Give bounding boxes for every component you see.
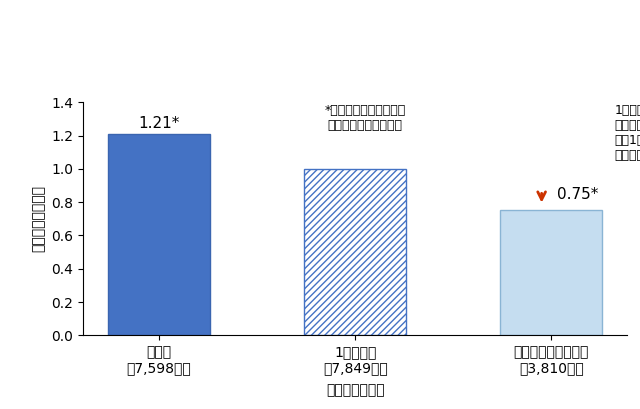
Text: 0.75*: 0.75* xyxy=(557,187,598,202)
Text: 1人よりグループで
運動している人で、
過去1年間の転倒
経験が少ない: 1人よりグループで 運動している人で、 過去1年間の転倒 経験が少ない xyxy=(614,104,640,162)
X-axis label: 運動の実施形態: 運動の実施形態 xyxy=(326,384,385,398)
Text: *統計学的に意味のある
違いが認められたもの: *統計学的に意味のある 違いが認められたもの xyxy=(324,104,406,132)
Bar xyxy=(304,169,406,335)
Text: 1.21*: 1.21* xyxy=(138,117,180,131)
Bar xyxy=(108,134,210,335)
Y-axis label: 転倒発生オッズ比: 転倒発生オッズ比 xyxy=(32,185,46,252)
Bar xyxy=(500,211,602,335)
